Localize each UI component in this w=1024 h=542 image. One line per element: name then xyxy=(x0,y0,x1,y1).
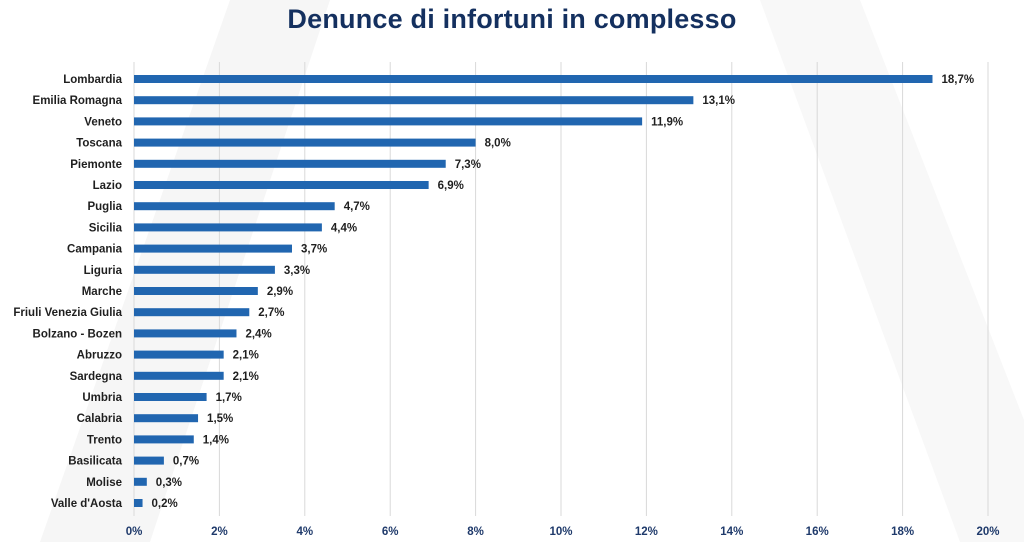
x-tick-label: 0% xyxy=(126,526,143,538)
bar xyxy=(134,308,250,317)
category-label: Lombardia xyxy=(63,74,122,86)
bar xyxy=(134,329,237,338)
category-label: Bolzano - Bozen xyxy=(33,328,122,340)
data-label: 7,3% xyxy=(455,159,481,171)
bar xyxy=(134,138,476,147)
category-label: Calabria xyxy=(77,413,123,425)
data-label: 13,1% xyxy=(702,95,735,107)
x-tick-label: 16% xyxy=(806,526,829,538)
data-label: 6,9% xyxy=(438,180,464,192)
bar xyxy=(134,202,335,211)
bar xyxy=(134,96,694,105)
category-label: Friuli Venezia Giulia xyxy=(13,307,122,319)
bar xyxy=(134,159,446,168)
bar xyxy=(134,456,164,465)
data-label: 1,4% xyxy=(203,434,229,446)
bar xyxy=(134,181,429,189)
x-tick-label: 18% xyxy=(891,526,914,538)
data-label: 1,7% xyxy=(216,392,242,404)
bar xyxy=(134,117,643,126)
x-tick-label: 12% xyxy=(635,526,658,538)
data-label: 3,3% xyxy=(284,265,310,277)
data-label: 2,4% xyxy=(245,328,271,340)
data-label: 0,3% xyxy=(156,477,182,489)
bar xyxy=(134,477,147,486)
data-label: 1,5% xyxy=(207,413,233,425)
category-label: Campania xyxy=(67,244,123,256)
data-label: 18,7% xyxy=(941,74,974,86)
x-tick-label: 14% xyxy=(720,526,743,538)
bar xyxy=(134,435,194,444)
category-label: Liguria xyxy=(84,265,123,277)
category-label: Trento xyxy=(87,434,122,446)
category-label: Piemonte xyxy=(70,159,122,171)
category-label: Emilia Romagna xyxy=(33,95,123,107)
x-tick-label: 8% xyxy=(467,526,484,538)
x-tick-label: 4% xyxy=(296,526,313,538)
data-label: 11,9% xyxy=(651,116,683,128)
data-label: 2,1% xyxy=(233,371,259,383)
category-label: Abruzzo xyxy=(77,350,122,362)
category-label: Basilicata xyxy=(68,456,122,468)
x-tick-label: 6% xyxy=(382,526,399,538)
bar xyxy=(134,350,224,359)
x-tick-label: 20% xyxy=(976,526,999,538)
chart-title: Denunce di infortuni in complesso xyxy=(287,4,737,34)
category-label: Umbria xyxy=(82,392,122,404)
category-label: Sardegna xyxy=(70,371,123,383)
data-label: 0,7% xyxy=(173,456,199,468)
x-tick-label: 2% xyxy=(211,526,228,538)
data-label: 4,7% xyxy=(344,201,370,213)
data-label: 8,0% xyxy=(485,138,511,150)
category-label: Marche xyxy=(82,286,122,298)
x-tick-label: 10% xyxy=(549,526,572,538)
bar xyxy=(134,223,322,232)
bar xyxy=(134,499,143,507)
data-label: 2,1% xyxy=(233,350,259,362)
data-label: 2,9% xyxy=(267,286,293,298)
category-label: Lazio xyxy=(93,180,122,192)
category-label: Toscana xyxy=(76,138,122,150)
bar xyxy=(134,393,207,401)
bar xyxy=(134,244,292,253)
category-label: Veneto xyxy=(84,116,122,128)
data-label: 0,2% xyxy=(152,498,178,510)
bar xyxy=(134,371,224,380)
data-label: 3,7% xyxy=(301,244,327,256)
data-label: 2,7% xyxy=(258,307,284,319)
bar xyxy=(134,75,933,83)
category-label: Puglia xyxy=(87,201,122,213)
bar xyxy=(134,265,275,274)
category-label: Sicilia xyxy=(89,222,123,234)
category-label: Molise xyxy=(86,477,122,489)
category-label: Valle d'Aosta xyxy=(51,498,123,510)
bar xyxy=(134,414,199,423)
data-label: 4,4% xyxy=(331,222,357,234)
bar xyxy=(134,287,258,295)
